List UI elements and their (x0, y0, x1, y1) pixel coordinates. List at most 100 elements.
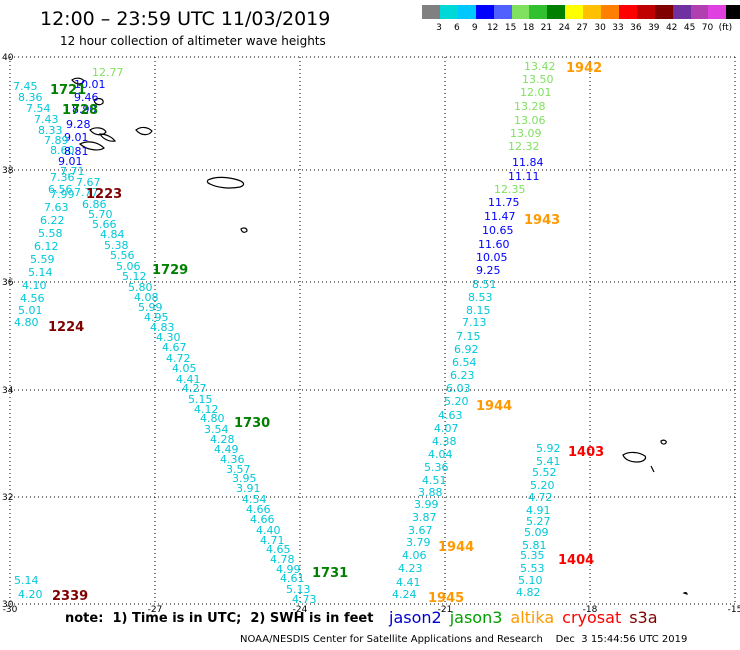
scale-label: 42 (665, 23, 678, 33)
wave-height-value: 5.06 (116, 260, 141, 273)
scale-swatch (493, 5, 512, 19)
wave-height-value: 3.88 (418, 486, 443, 499)
wave-height-value: 4.41 (176, 373, 201, 386)
wave-height-value: 12.01 (520, 86, 552, 99)
wave-height-value: 4.38 (432, 435, 457, 448)
pass-time-label: 1943 (524, 213, 560, 228)
scale-swatch (547, 5, 566, 19)
wave-height-value: 5.20 (530, 479, 555, 492)
wave-height-value: 4.05 (172, 362, 197, 375)
wave-height-value: 4.30 (156, 331, 181, 344)
island-graciosa (135, 126, 153, 136)
latitude-label: 36 (2, 278, 14, 288)
footer-text: NOAA/NESDIS Center for Satellite Applica… (240, 634, 688, 645)
satellite-legend: jason2 jason3 altika cryosat s3a (389, 608, 666, 627)
scale-label: 30 (594, 23, 606, 33)
wave-height-value: 6.23 (450, 369, 475, 382)
wave-height-value: 11.11 (508, 170, 540, 183)
wave-height-value: 9.01 (58, 155, 83, 168)
wave-height-value: 4.08 (134, 291, 159, 304)
scale-swatch (636, 5, 655, 19)
wave-height-value: 9.46 (74, 91, 99, 104)
scale-label: 15 (504, 23, 517, 33)
wave-height-value: 4.72 (166, 352, 191, 365)
wave-height-value: 13.06 (514, 114, 546, 127)
wave-height-value: 4.06 (402, 549, 427, 562)
scale-swatch (511, 5, 530, 19)
wave-height-value: 6.12 (34, 240, 59, 253)
wave-height-value: 4.51 (422, 474, 447, 487)
wave-height-value: 8.36 (18, 91, 43, 104)
wave-height-value: 3.57 (226, 463, 251, 476)
wave-height-value: 8.33 (38, 124, 63, 137)
wave-height-value: 5.10 (518, 574, 543, 587)
wave-height-value: 8.15 (466, 304, 491, 317)
scale-swatch (422, 5, 440, 19)
wave-height-value: 5.92 (536, 442, 561, 455)
wave-height-value: 8.60 (50, 144, 75, 157)
wave-height-value: 7.45 (13, 80, 38, 93)
wave-height-value: 9.25 (476, 264, 501, 277)
pass-time-label: 1731 (312, 566, 348, 581)
scale-swatch (439, 5, 458, 19)
wave-height-value: 5.20 (444, 395, 469, 408)
scale-label: (ft) (718, 23, 733, 33)
scale-swatch (475, 5, 494, 19)
longitude-label: -24 (293, 605, 308, 615)
wave-height-value: 7.71 (60, 165, 85, 178)
wave-height-value: 5.53 (520, 562, 545, 575)
pass-time-label: 1403 (568, 445, 604, 460)
wave-height-value: 9.01 (64, 131, 89, 144)
scale-label: 70 (701, 23, 714, 33)
wave-height-value: 4.61 (280, 572, 305, 585)
wave-height-value: 4.71 (260, 534, 285, 547)
pass-time-label: 1730 (234, 416, 270, 431)
island-selvagens (682, 591, 688, 595)
scale-label: 21 (540, 23, 553, 33)
wave-height-value: 5.35 (520, 549, 545, 562)
wave-height-value: 5.81 (522, 539, 547, 552)
page-title: 12:00 – 23:59 UTC 11/03/2019 (40, 8, 331, 30)
wave-height-value: 4.80 (14, 316, 39, 329)
wave-height-value: 4.04 (428, 448, 453, 461)
island-porto-santo (660, 439, 667, 445)
island-flores (71, 77, 85, 85)
latitude-label: 30 (2, 600, 14, 610)
wave-height-value: 4.28 (210, 433, 235, 446)
wave-height-value: 4.24 (392, 588, 417, 601)
wave-height-value: 5.38 (104, 239, 129, 252)
scale-swatch (618, 5, 637, 19)
wave-height-value: 4.66 (246, 503, 271, 516)
wave-height-value: 3.87 (412, 511, 437, 524)
page-subtitle: 12 hour collection of altimeter wave hei… (60, 34, 326, 48)
longitude-label: -18 (583, 605, 598, 615)
wave-height-value: 4.95 (144, 311, 169, 324)
wave-height-value: 5.80 (128, 281, 153, 294)
wave-height-value: 13.42 (524, 60, 556, 73)
wave-height-value: 4.40 (256, 524, 281, 537)
wave-height-value: 9.28 (66, 118, 91, 131)
latitude-label: 32 (2, 493, 13, 503)
wave-height-value: 3.91 (236, 482, 261, 495)
wave-height-value: 8.53 (468, 291, 493, 304)
map-grid (9, 56, 736, 605)
scale-label: 18 (522, 23, 535, 33)
wave-height-value: 4.54 (242, 493, 267, 506)
wave-height-value: 4.80 (200, 412, 225, 425)
wave-height-value: 7.63 (44, 201, 69, 214)
scale-label: 3 (436, 23, 442, 33)
legend-entry-jason2: jason2 (389, 608, 442, 627)
island-faial (89, 127, 107, 136)
wave-height-value: 5.14 (28, 266, 53, 279)
wave-height-value: 4.66 (250, 513, 275, 526)
wave-height-value: 7.13 (462, 316, 487, 329)
wave-height-value: 4.23 (398, 562, 423, 575)
wave-height-value: 4.73 (292, 593, 317, 606)
scale-swatch (708, 5, 727, 19)
wave-height-value: 4.91 (526, 504, 551, 517)
wave-height-value: 3.95 (232, 472, 257, 485)
scale-swatch (457, 5, 476, 19)
scale-swatch (654, 5, 673, 19)
wave-height-value: 12.32 (508, 140, 540, 153)
wave-height-value: 4.72 (528, 491, 553, 504)
